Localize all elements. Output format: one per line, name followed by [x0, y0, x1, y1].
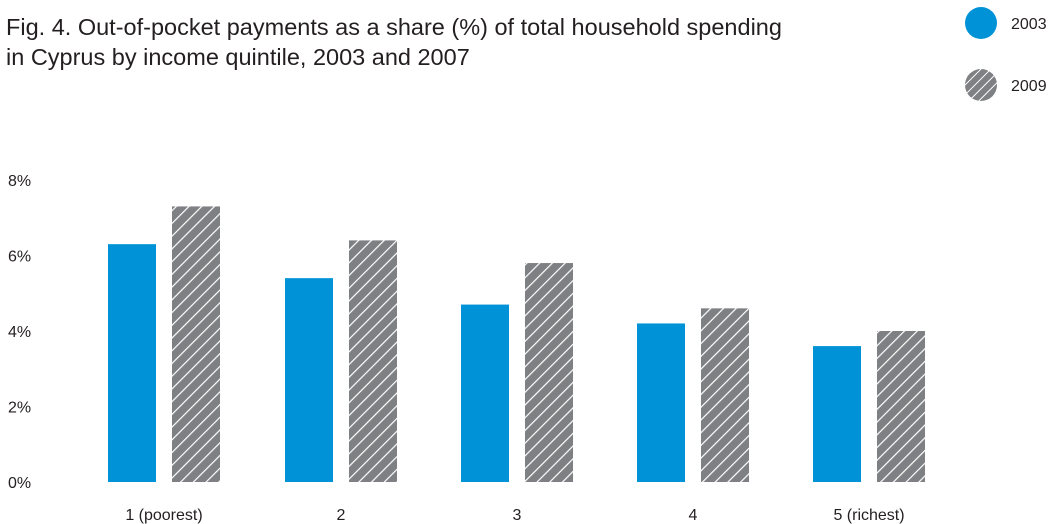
x-axis: 1 (poorest) 2 3 4 5 (richest)	[125, 507, 904, 524]
bar-2003-2	[285, 278, 333, 482]
y-tick-label: 2%	[8, 400, 31, 417]
bar-2009-2	[349, 240, 397, 482]
bar-2009-3	[525, 263, 573, 482]
bar-2003-1	[108, 244, 156, 482]
legend-swatch-2003	[965, 7, 997, 39]
chart-title-line-1: Fig. 4. Out-of-pocket payments as a shar…	[6, 14, 782, 40]
chart-title-line-2: in Cyprus by income quintile, 2003 and 2…	[6, 44, 470, 70]
legend: 2003 2009	[965, 7, 1047, 101]
legend-label-2009: 2009	[1011, 78, 1047, 95]
bar-2003-4	[637, 323, 685, 482]
bars	[108, 206, 925, 483]
y-tick-label: 0%	[8, 475, 31, 492]
bar-2009-5	[877, 331, 925, 482]
chart-title: Fig. 4. Out-of-pocket payments as a shar…	[6, 12, 926, 72]
bar-2003-3	[461, 304, 509, 482]
bar-2009-1	[172, 206, 220, 483]
x-tick-label: 3	[513, 507, 522, 524]
x-tick-label: 1 (poorest)	[125, 507, 202, 524]
y-tick-label: 8%	[8, 173, 31, 190]
x-tick-label: 5 (richest)	[833, 507, 904, 524]
legend-label-2003: 2003	[1011, 16, 1047, 33]
legend-swatch-2009	[965, 69, 997, 101]
y-tick-label: 4%	[8, 324, 31, 341]
x-tick-label: 4	[689, 507, 698, 524]
x-tick-label: 2	[337, 507, 346, 524]
y-axis: 0% 2% 4% 6% 8%	[8, 173, 31, 492]
bar-2009-4	[701, 308, 749, 482]
y-tick-label: 6%	[8, 249, 31, 266]
bar-2003-5	[813, 346, 861, 482]
